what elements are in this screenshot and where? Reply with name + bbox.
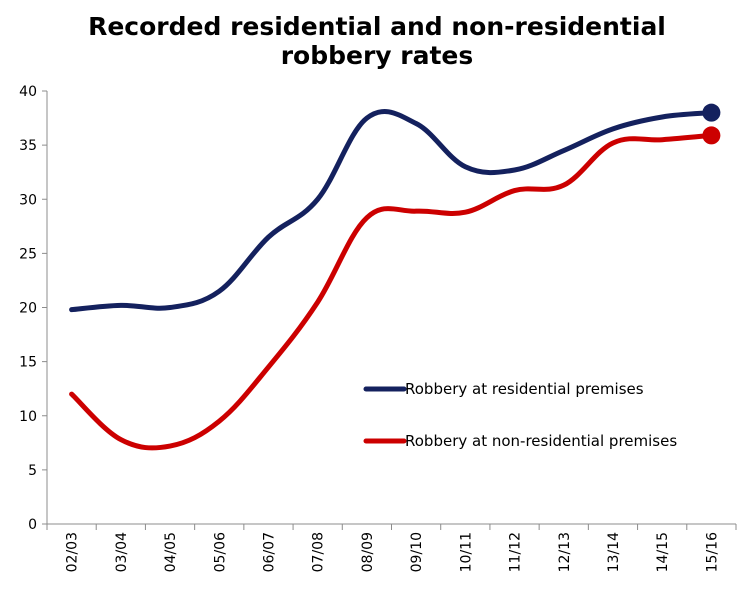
series-1-point <box>414 121 418 125</box>
series-line-1 <box>69 108 714 313</box>
series-1-point <box>316 197 320 201</box>
y-tick-label: 10 <box>19 409 37 425</box>
x-tick-label: 15/16 <box>704 532 720 572</box>
x-tick-label: 11/12 <box>508 532 524 572</box>
series-line-2 <box>69 132 714 451</box>
y-tick-label: 20 <box>19 301 37 317</box>
x-tick-label: 02/03 <box>65 532 81 572</box>
series-1-end-marker <box>702 103 721 122</box>
series-1-point <box>217 289 221 293</box>
chart-title-line-1: Recorded residential and non-residential <box>88 12 666 41</box>
x-tick-label: 10/11 <box>458 532 474 572</box>
x-tick-label: 08/09 <box>360 532 376 572</box>
series-2-point <box>513 189 517 193</box>
y-tick-label: 15 <box>19 355 37 371</box>
series-2-point <box>660 138 664 142</box>
series-1-point <box>611 127 615 131</box>
series-2-point <box>217 419 221 423</box>
series-1-point <box>168 306 172 310</box>
series-1-point <box>119 303 123 307</box>
series-2-point <box>168 444 172 448</box>
y-tick-label: 5 <box>28 463 37 479</box>
series-2-point <box>70 392 74 396</box>
chart-title: Recorded residential and non-residential… <box>0 12 754 70</box>
series-1-point <box>463 165 467 169</box>
series-1-point <box>513 168 517 172</box>
series-1-point <box>562 149 566 153</box>
series-2-point <box>365 216 369 220</box>
y-tick-label: 25 <box>19 246 37 262</box>
series-2-end-marker <box>702 126 721 145</box>
series-1-point <box>266 235 270 239</box>
legend-label-1: Robbery at residential premises <box>405 380 644 398</box>
series-2-point <box>119 438 123 442</box>
series-2-point <box>611 141 615 145</box>
legend-label-2: Robbery at non-residential premises <box>405 432 677 450</box>
x-tick-label: 06/07 <box>261 532 277 572</box>
y-tick-label: 0 <box>28 517 37 533</box>
x-tick-label: 13/14 <box>606 532 622 572</box>
chart-title-line-2: robbery rates <box>280 41 474 70</box>
y-tick-label: 35 <box>19 138 37 154</box>
series-2-point <box>562 183 566 187</box>
y-tick-label: 40 <box>19 84 37 100</box>
series-2-point <box>463 210 467 214</box>
series-1-point <box>365 116 369 120</box>
x-tick-label: 12/13 <box>557 532 573 572</box>
x-tick-label: 09/10 <box>409 532 425 572</box>
series-2-point <box>316 300 320 304</box>
series-2-point <box>414 209 418 213</box>
x-tick-label: 07/08 <box>311 532 327 572</box>
x-tick-label: 05/06 <box>212 532 228 572</box>
series-1-point <box>660 115 664 119</box>
y-tick-label: 30 <box>19 192 37 208</box>
series-2-point <box>266 365 270 369</box>
x-tick-label: 14/15 <box>655 532 671 572</box>
series-1-point <box>70 308 74 312</box>
x-tick-label: 04/05 <box>163 532 179 572</box>
x-tick-label: 03/04 <box>114 532 130 572</box>
